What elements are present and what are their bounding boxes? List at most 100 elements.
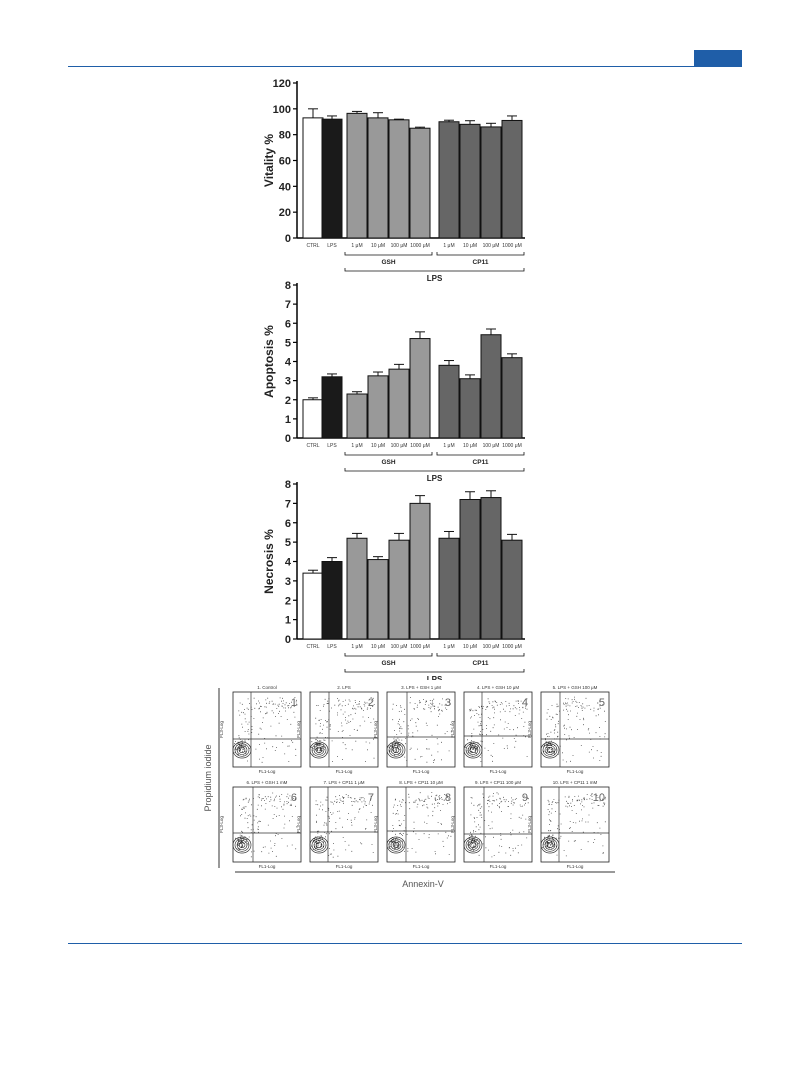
bar-3 (367, 559, 389, 640)
category-label: 100 μM (483, 644, 500, 650)
category-label: 1000 μM (502, 443, 522, 449)
flow-panel-number: 4 (522, 697, 528, 709)
category-label: 100 μM (391, 243, 408, 249)
population-contour (540, 836, 560, 854)
category-label: CTRL (306, 644, 319, 650)
population-contour (309, 741, 329, 759)
population-contour (390, 840, 402, 850)
y-tick-label: 7 (285, 498, 291, 510)
footer-rule (68, 943, 742, 944)
flow-panel-number: 2 (368, 697, 374, 709)
category-label: 100 μM (483, 243, 500, 249)
category-label: 100 μM (391, 644, 408, 650)
population-contour (311, 743, 327, 757)
flow-panel-frame (232, 786, 302, 863)
bar-9 (501, 357, 523, 439)
flow-x-axis-label: FL1-Log (259, 864, 276, 869)
population-contour (388, 743, 404, 757)
vitality-chart: 0 20 40 60 80 100 120 Vitality % CTRL LPS 1 μM 10 μ… (262, 78, 525, 283)
bar-4 (388, 119, 410, 239)
category-label: 1 μM (351, 443, 362, 449)
flow-y-axis-label: FL3-Log (527, 816, 532, 833)
flow-panel-1: 1. Control 1 FL1-Log FL3-Log (219, 685, 302, 774)
group-bracket (344, 452, 433, 456)
flow-panel-6: 6. LPS + GSH 1 mM 6 FL1-Log FL3-Log (219, 780, 302, 869)
flow-panel-title: 9. LPS + CP11 100 μM (475, 780, 521, 785)
bar-1 (321, 376, 343, 439)
population-contour (392, 747, 400, 754)
population-contour (236, 840, 248, 850)
population-contour (467, 840, 479, 850)
population-contour (469, 842, 477, 849)
population-contour (232, 741, 252, 759)
group-label: GSH (381, 660, 395, 667)
flow-y-axis-label: FL3-Log (373, 721, 378, 738)
y-tick-label: 0 (285, 233, 291, 245)
bar-2 (346, 112, 368, 239)
flow-y-axis-label: FL3-Log (373, 816, 378, 833)
bar-5 (409, 502, 431, 640)
y-tick-label: 1 (285, 414, 291, 426)
y-tick-label: 80 (279, 130, 291, 142)
population-contour (542, 838, 558, 852)
flow-panel-frame (540, 786, 610, 863)
flow-cytometry-figure: 1. Control 1 FL1-Log FL3-Log 2. LPS 2 FL1-Log F… (203, 685, 615, 889)
flow-panel-title: 6. LPS + GSH 1 mM (247, 780, 288, 785)
population-contour (313, 745, 325, 755)
population-contour (546, 747, 554, 754)
population-contour (544, 840, 556, 850)
population-contour (315, 842, 323, 849)
outer-group-bracket (344, 669, 525, 673)
necrosis-chart: 0 1 2 3 4 5 6 7 8 Necrosis % CTRL LPS 1 μM 10 μM 100 μ… (262, 479, 525, 680)
flow-panel-7: 7. LPS + CP11 1 μM 7 FL1-Log FL3-Log (296, 780, 379, 869)
bar-7 (459, 378, 481, 439)
y-tick-label: 6 (285, 318, 291, 330)
category-label: LPS (327, 243, 337, 249)
flow-panel-frame (463, 691, 533, 768)
category-label: 10 μM (463, 443, 477, 449)
flow-panel-title: 2. LPS (337, 685, 351, 690)
flow-xlabel: Annexin-V (402, 879, 444, 889)
flow-y-axis-label: FL3-Log (219, 816, 224, 833)
bar-2 (346, 393, 368, 439)
bar-0 (302, 572, 324, 640)
apoptosis-chart: 0 1 2 3 4 5 6 7 8 Apoptosis % CTRL LPS 1 μM 10 μM 100 … (262, 280, 525, 481)
bar-8 (480, 126, 502, 239)
population-contour (386, 836, 406, 854)
population-contour (544, 745, 556, 755)
flow-panel-title: 5. LPS + GSH 100 μM (553, 685, 598, 690)
population-contour (234, 743, 250, 757)
header-rule (68, 66, 742, 67)
flow-panel-title: 8. LPS + CP11 10 μM (399, 780, 443, 785)
flow-y-axis-label: FL3-Log (296, 816, 301, 833)
flow-panel-title: 7. LPS + CP11 1 μM (324, 780, 365, 785)
bar-0 (302, 117, 324, 239)
flow-panel-number: 8 (445, 792, 451, 804)
flow-x-axis-label: FL1-Log (336, 769, 353, 774)
population-contour (540, 741, 560, 759)
y-tick-label: 6 (285, 518, 291, 530)
category-label: 100 μM (483, 443, 500, 449)
flow-panel-frame (540, 691, 610, 768)
category-label: 1000 μM (502, 644, 522, 650)
bar-6 (438, 364, 460, 439)
y-tick-label: 8 (285, 280, 291, 292)
flow-x-axis-label: FL1-Log (490, 864, 507, 869)
category-label: 10 μM (463, 644, 477, 650)
population-contour (238, 747, 246, 754)
flow-panel-frame (463, 786, 533, 863)
y-axis-label: Vitality % (262, 134, 276, 187)
bar-5 (409, 127, 431, 239)
flow-panel-number: 1 (291, 697, 297, 709)
bar-4 (388, 368, 410, 439)
population-contour (386, 741, 406, 759)
category-label: 1000 μM (410, 644, 430, 650)
flow-y-axis-label: FL3-Log (219, 721, 224, 738)
outer-group-bracket (344, 268, 525, 272)
y-tick-label: 100 (273, 104, 291, 116)
y-tick-label: 60 (279, 156, 291, 168)
category-label: 10 μM (371, 243, 385, 249)
y-tick-label: 5 (285, 537, 291, 549)
flow-y-axis-label: FL3-Log (450, 816, 455, 833)
outer-group-bracket (344, 468, 525, 472)
